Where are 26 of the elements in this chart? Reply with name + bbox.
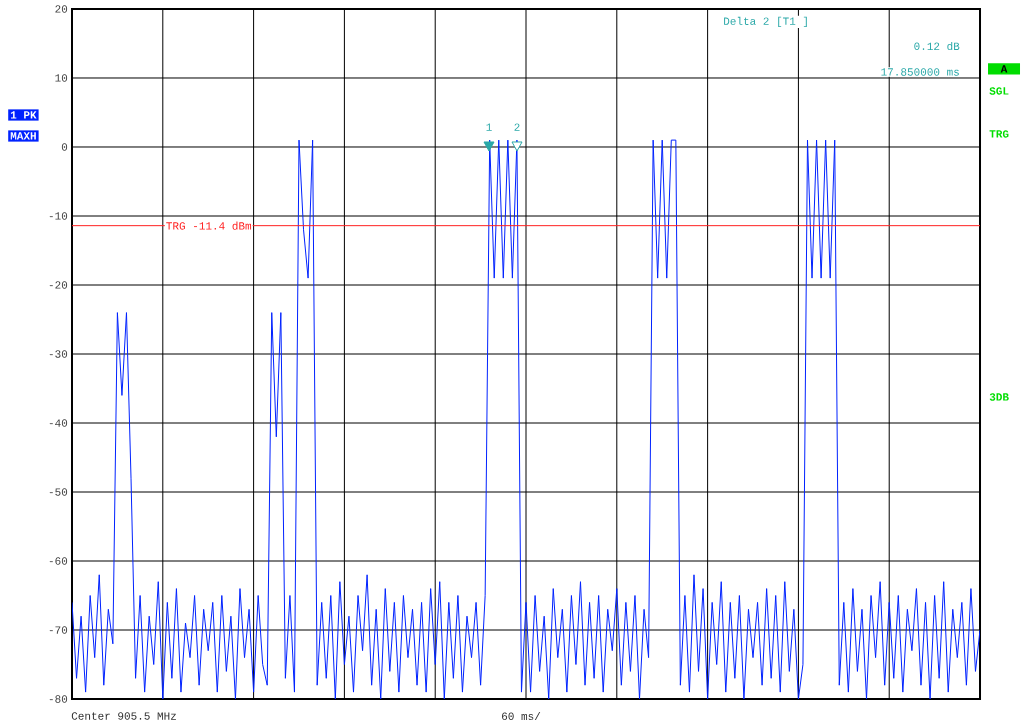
y-tick-label: -20 [49,281,68,289]
y-tick-label: -80 [49,695,68,703]
annotation: 1 [486,123,492,131]
y-tick-label: -50 [49,488,68,496]
annotation: 0.12 dB [914,41,960,51]
y-tick-label: -30 [49,350,68,358]
y-tick-label: 0 [61,143,68,151]
text: SGL [989,87,1009,95]
text: 1 PK [10,111,37,119]
annotation: 17.850000 ms [881,68,959,76]
text: MAXH [10,132,36,140]
text: Center 905.5 MHz [71,712,176,720]
y-tick-label: -70 [49,626,68,634]
annotation: 2 [514,123,520,131]
y-tick-label: 20 [55,5,68,13]
y-tick-label: -60 [49,557,68,565]
text: 60 ms/ [502,711,541,721]
text: TRG [989,130,1009,138]
line-series [72,139,981,699]
y-tick-label: -40 [49,419,68,427]
text: 3DB [989,393,1009,401]
annotation: Delta 2 [T1 ] [724,16,807,28]
ref-line-label: TRG -11.4 dBm [166,221,252,230]
y-tick-label: 10 [55,74,68,82]
y-tick-label: -10 [49,212,68,220]
text: A [1000,65,1008,73]
